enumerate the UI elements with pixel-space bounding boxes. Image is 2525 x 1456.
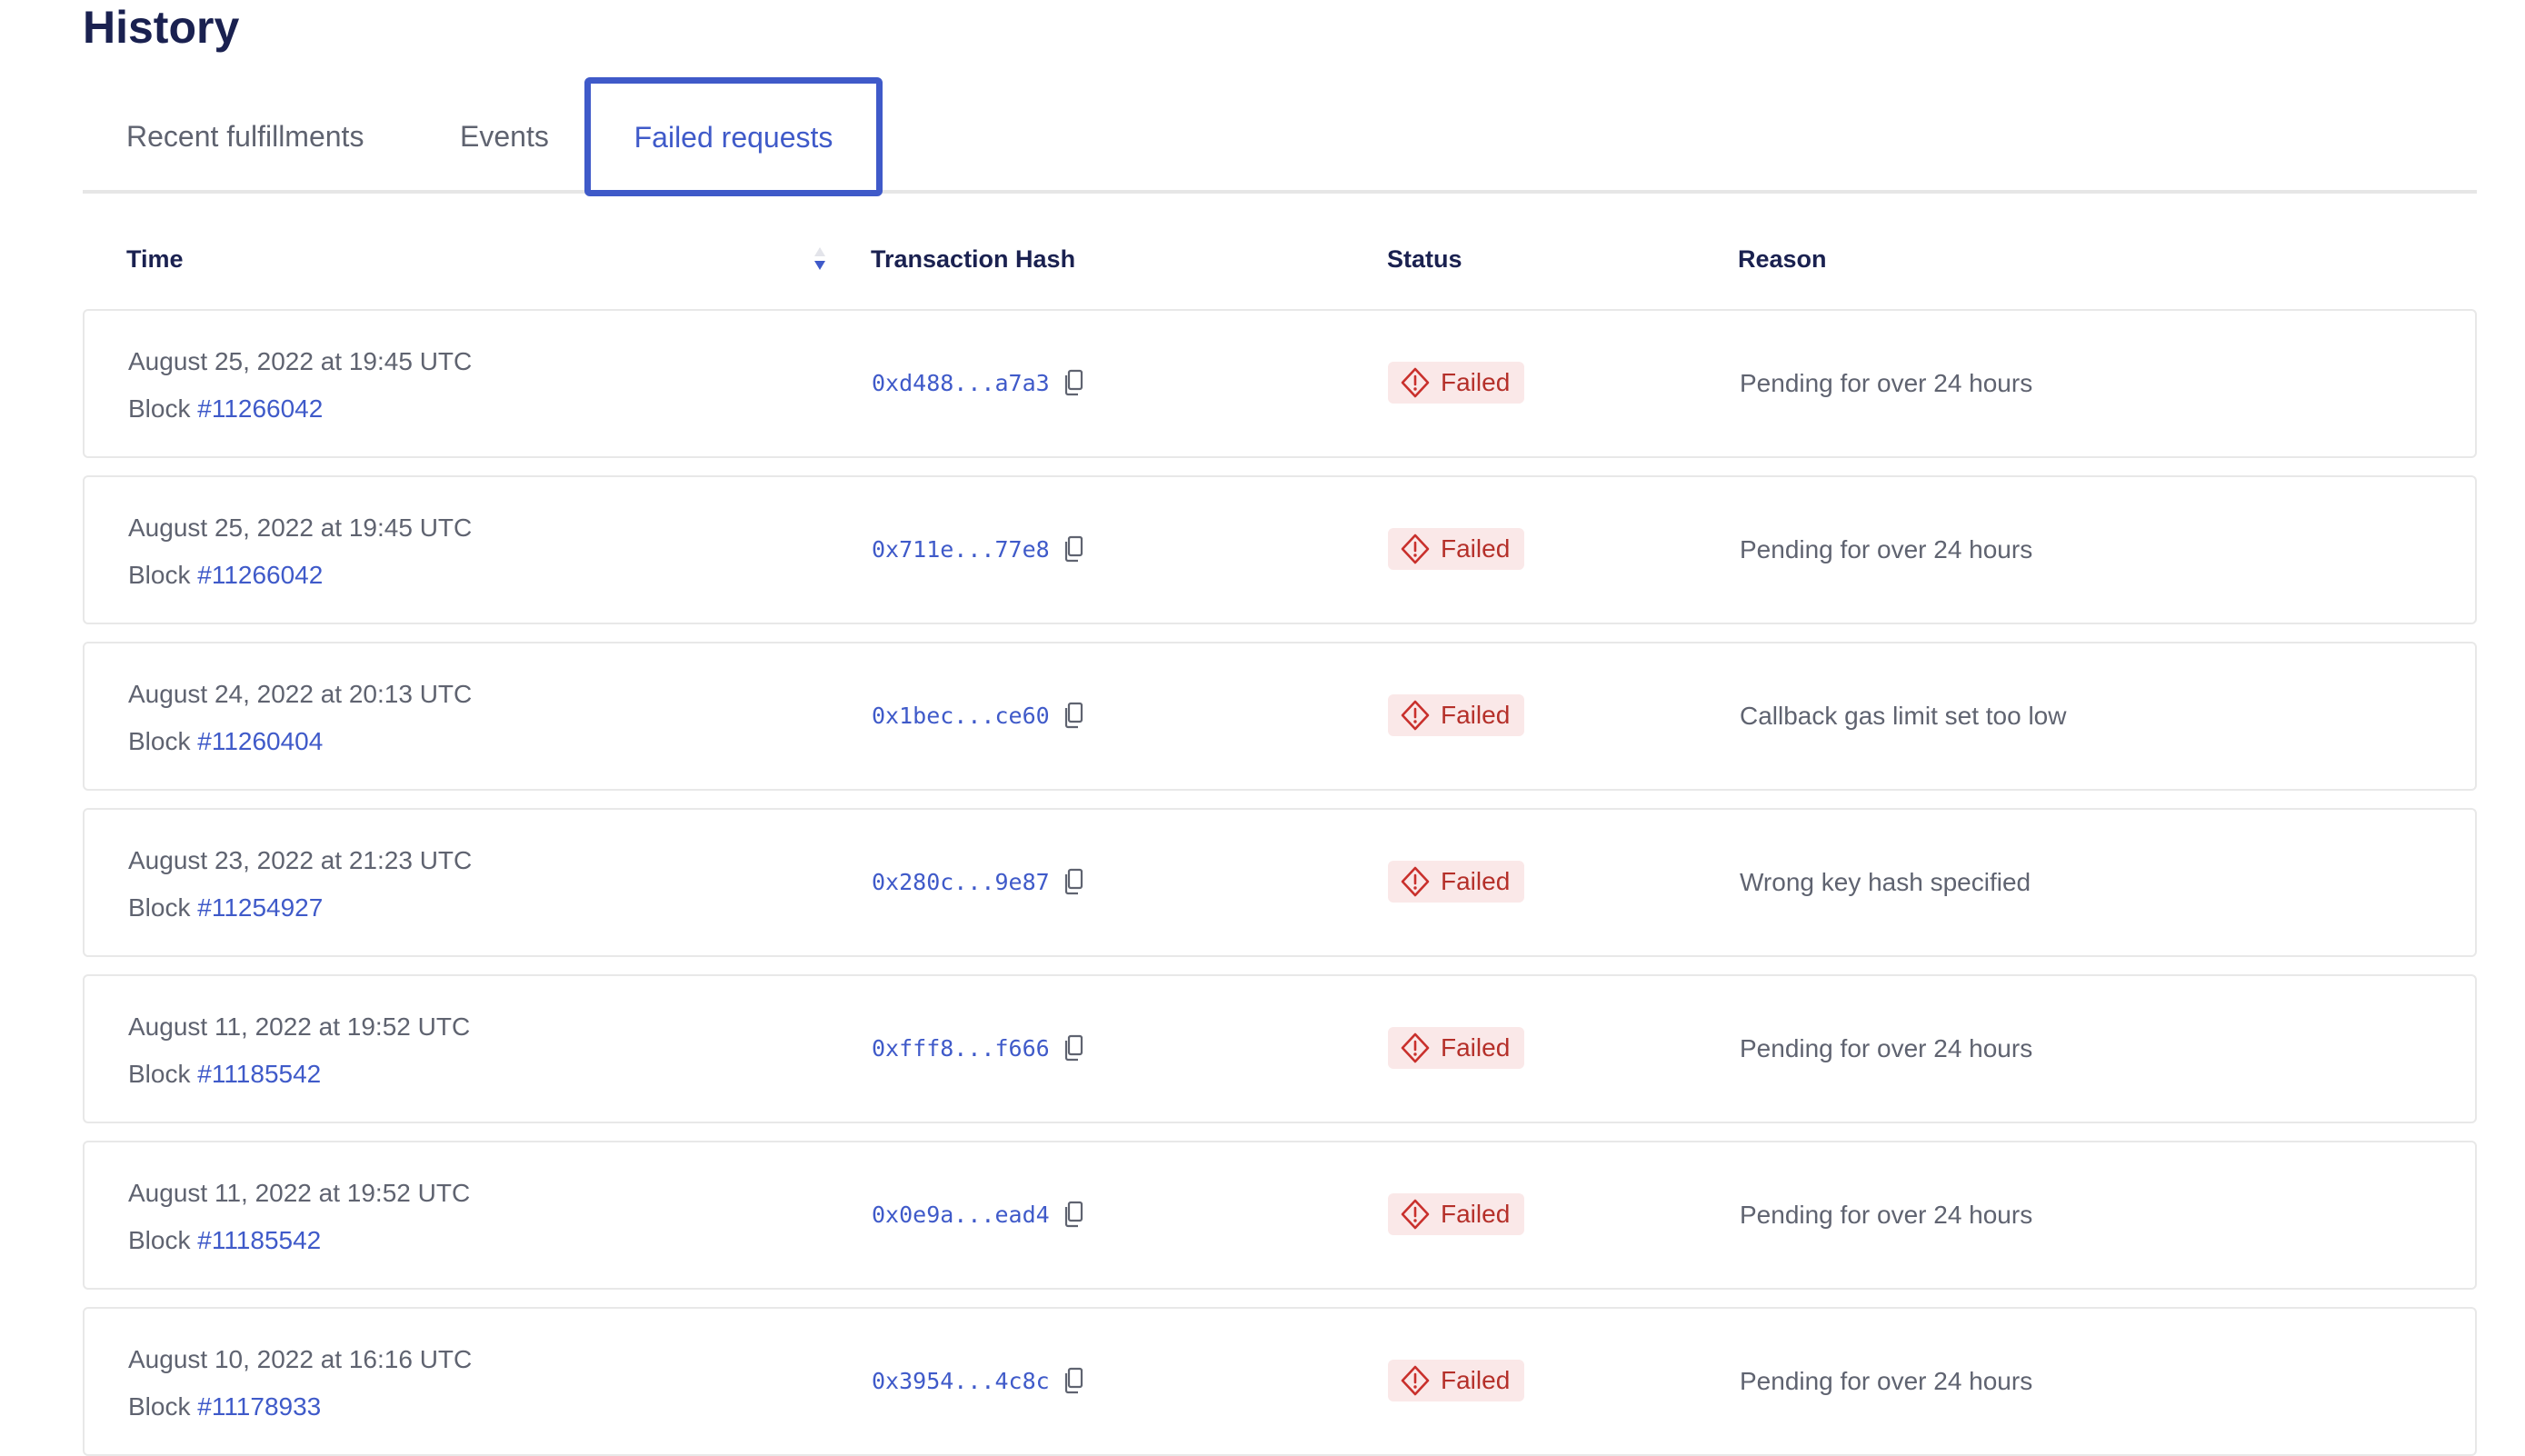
row-date: August 11, 2022 at 19:52 UTC — [128, 1012, 471, 1041]
transaction-hash-link[interactable]: 0x0e9a...ead4 — [872, 1201, 1050, 1228]
sort-descending-icon[interactable] — [812, 245, 828, 273]
tab-events[interactable]: Events — [460, 120, 549, 153]
transaction-hash-link[interactable]: 0x3954...4c8c — [872, 1367, 1050, 1394]
table-header: Time Transaction Hash Status Reason — [0, 236, 2525, 282]
failure-reason: Pending for over 24 hours — [1740, 1201, 2033, 1229]
status-label: Failed — [1441, 701, 1511, 729]
transaction-hash-link[interactable]: 0x280c...9e87 — [872, 868, 1050, 895]
transaction-hash: 0x0e9a...ead4 — [872, 1201, 1084, 1228]
warning-diamond-icon — [1401, 1365, 1430, 1396]
row-block: Block #11178933 — [128, 1392, 321, 1421]
page-title: History — [83, 2, 240, 53]
table-row: August 10, 2022 at 16:16 UTC Block #1117… — [83, 1307, 2477, 1456]
block-link[interactable]: #11266042 — [197, 394, 324, 423]
copy-icon[interactable] — [1063, 702, 1084, 729]
status-badge: Failed — [1388, 1027, 1525, 1069]
tab-bar: Recent fulfillments Events Failed reques… — [83, 77, 2477, 196]
block-label: Block — [128, 394, 191, 423]
block-link[interactable]: #11178933 — [197, 1392, 322, 1421]
row-date: August 11, 2022 at 19:52 UTC — [128, 1179, 471, 1207]
column-header-time[interactable]: Time — [126, 245, 184, 273]
table-row: August 24, 2022 at 20:13 UTC Block #1126… — [83, 642, 2477, 791]
transaction-hash: 0x3954...4c8c — [872, 1367, 1084, 1394]
status-badge: Failed — [1388, 861, 1525, 903]
status-label: Failed — [1441, 368, 1511, 396]
copy-icon[interactable] — [1063, 1201, 1084, 1228]
table-row: August 23, 2022 at 21:23 UTC Block #1125… — [83, 808, 2477, 957]
column-header-status: Status — [1387, 245, 1462, 273]
row-block: Block #11185542 — [128, 1060, 321, 1089]
block-link[interactable]: #11266042 — [197, 561, 324, 589]
failure-reason: Wrong key hash specified — [1740, 868, 2031, 896]
row-block: Block #11266042 — [128, 394, 323, 424]
transaction-hash: 0x711e...77e8 — [872, 535, 1084, 563]
block-link[interactable]: #11185542 — [197, 1060, 322, 1088]
table-row: August 25, 2022 at 19:45 UTC Block #1126… — [83, 309, 2477, 458]
copy-icon[interactable] — [1063, 868, 1084, 895]
row-date: August 23, 2022 at 21:23 UTC — [128, 846, 473, 874]
block-label: Block — [128, 561, 191, 589]
transaction-hash-link[interactable]: 0x711e...77e8 — [872, 535, 1050, 563]
copy-icon[interactable] — [1063, 535, 1084, 563]
failure-reason: Pending for over 24 hours — [1740, 1367, 2033, 1395]
block-label: Block — [128, 893, 191, 922]
status-badge: Failed — [1388, 1193, 1525, 1235]
table-row: August 25, 2022 at 19:45 UTC Block #1126… — [83, 475, 2477, 624]
transaction-hash-link[interactable]: 0xfff8...f666 — [872, 1034, 1050, 1062]
block-link[interactable]: #11260404 — [197, 727, 324, 755]
status-label: Failed — [1441, 867, 1511, 895]
warning-diamond-icon — [1401, 367, 1430, 398]
status-label: Failed — [1441, 1366, 1511, 1394]
warning-diamond-icon — [1401, 1199, 1430, 1230]
row-date: August 10, 2022 at 16:16 UTC — [128, 1345, 473, 1373]
status-label: Failed — [1441, 1200, 1511, 1228]
block-label: Block — [128, 1060, 191, 1088]
block-label: Block — [128, 1392, 191, 1421]
block-label: Block — [128, 1226, 191, 1254]
failure-reason: Pending for over 24 hours — [1740, 1034, 2033, 1062]
warning-diamond-icon — [1401, 866, 1430, 897]
failure-reason: Callback gas limit set too low — [1740, 702, 2067, 730]
row-date: August 24, 2022 at 20:13 UTC — [128, 680, 473, 708]
table-row: August 11, 2022 at 19:52 UTC Block #1118… — [83, 974, 2477, 1123]
transaction-hash-link[interactable]: 0x1bec...ce60 — [872, 702, 1050, 729]
tab-recent-fulfillments[interactable]: Recent fulfillments — [126, 120, 364, 153]
row-block: Block #11260404 — [128, 727, 323, 756]
warning-diamond-icon — [1401, 534, 1430, 564]
column-header-reason: Reason — [1738, 245, 1827, 273]
transaction-hash-link[interactable]: 0xd488...a7a3 — [872, 369, 1050, 396]
copy-icon[interactable] — [1063, 1034, 1084, 1062]
status-label: Failed — [1441, 534, 1511, 563]
row-block: Block #11185542 — [128, 1226, 321, 1255]
block-link[interactable]: #11185542 — [197, 1226, 322, 1254]
transaction-hash: 0x280c...9e87 — [872, 868, 1084, 895]
transaction-hash: 0x1bec...ce60 — [872, 702, 1084, 729]
status-badge: Failed — [1388, 1360, 1525, 1401]
status-badge: Failed — [1388, 362, 1525, 404]
column-header-transaction-hash: Transaction Hash — [871, 245, 1076, 273]
warning-diamond-icon — [1401, 700, 1430, 731]
row-date: August 25, 2022 at 19:45 UTC — [128, 347, 473, 375]
status-label: Failed — [1441, 1033, 1511, 1062]
transaction-hash: 0xfff8...f666 — [872, 1034, 1084, 1062]
failure-reason: Pending for over 24 hours — [1740, 535, 2033, 563]
table-row: August 11, 2022 at 19:52 UTC Block #1118… — [83, 1141, 2477, 1290]
tab-failed-requests[interactable]: Failed requests — [584, 77, 883, 196]
row-block: Block #11266042 — [128, 561, 323, 590]
copy-icon[interactable] — [1063, 369, 1084, 396]
row-block: Block #11254927 — [128, 893, 323, 922]
warning-diamond-icon — [1401, 1032, 1430, 1063]
block-label: Block — [128, 727, 191, 755]
row-date: August 25, 2022 at 19:45 UTC — [128, 514, 473, 542]
block-link[interactable]: #11254927 — [197, 893, 324, 922]
transaction-hash: 0xd488...a7a3 — [872, 369, 1084, 396]
status-badge: Failed — [1388, 694, 1525, 736]
status-badge: Failed — [1388, 528, 1525, 570]
copy-icon[interactable] — [1063, 1367, 1084, 1394]
failure-reason: Pending for over 24 hours — [1740, 369, 2033, 397]
